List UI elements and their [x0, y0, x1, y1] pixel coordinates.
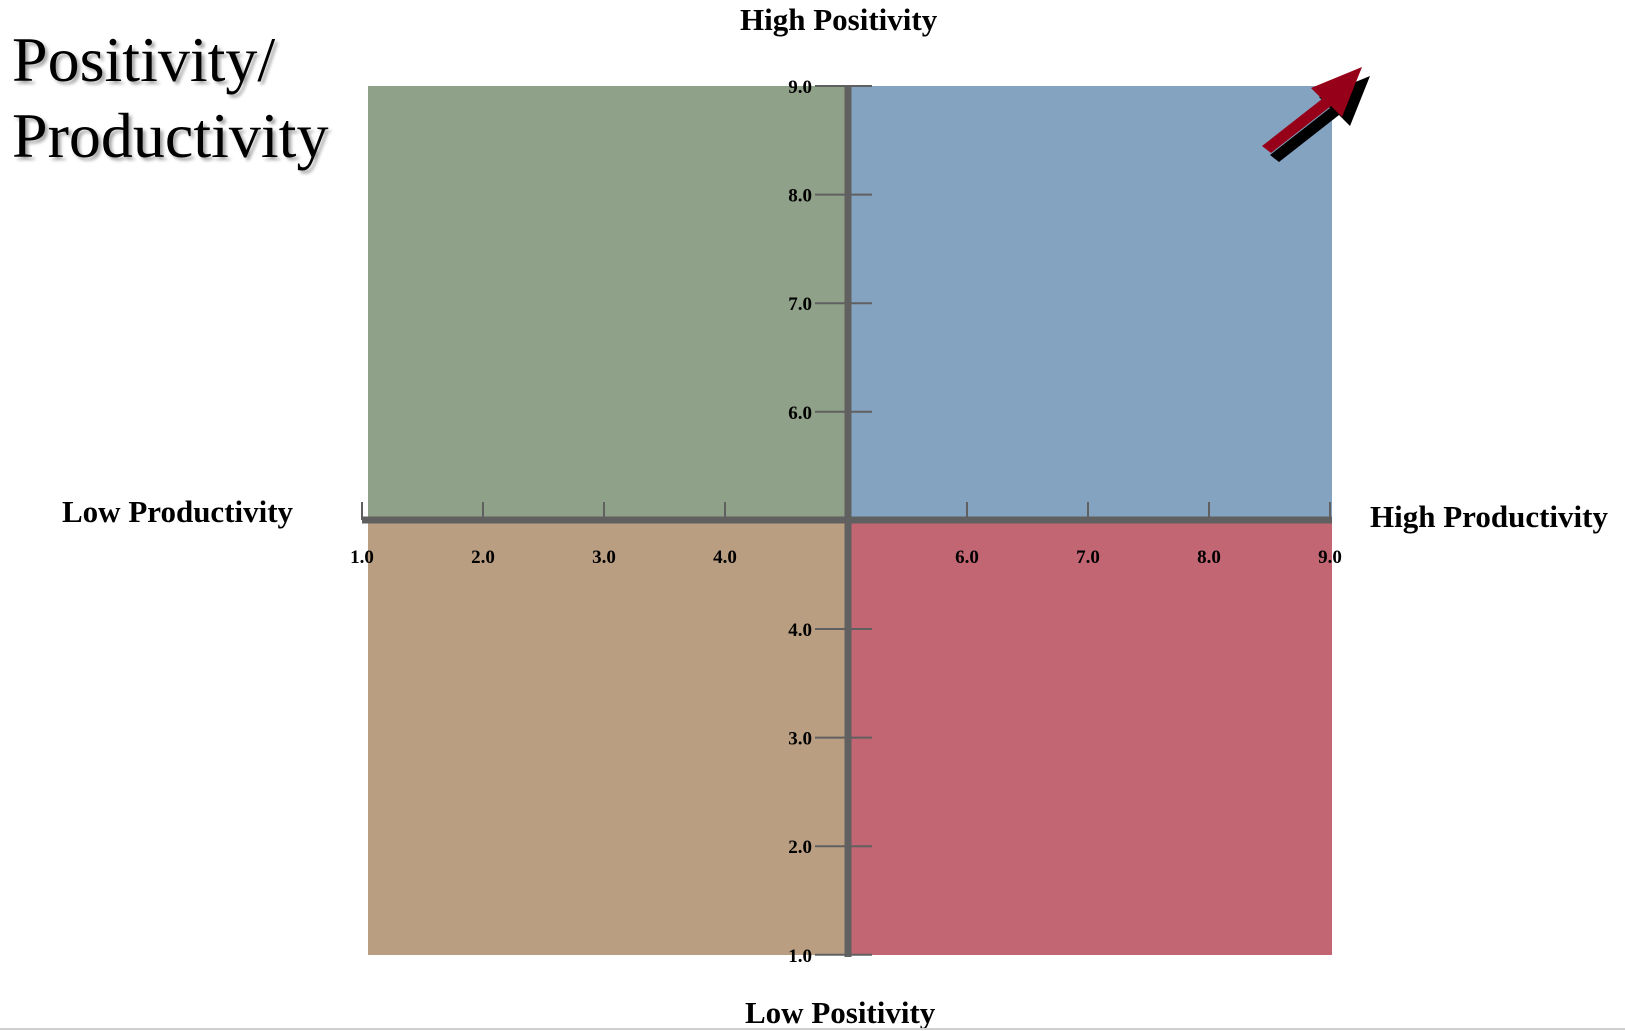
quadrant-top-left	[368, 86, 848, 520]
quadrant-bottom-left	[368, 520, 848, 955]
arrow-up-right-icon	[1262, 67, 1370, 162]
x-tick-label: 9.0	[1318, 547, 1342, 568]
slide-title: Positivity/ Productivity	[12, 22, 328, 174]
low-positivity-label: Low Positivity	[745, 995, 936, 1030]
y-tick-label: 7.0	[788, 294, 812, 315]
x-tick-label: 7.0	[1076, 547, 1100, 568]
x-tick-label: 4.0	[713, 547, 737, 568]
y-axis-ticks: 9.0 8.0 7.0 6.0 4.0 3.0 2.0 1.0	[788, 77, 872, 967]
x-tick-label: 3.0	[592, 547, 616, 568]
quadrant-bottom-right	[848, 520, 1332, 955]
y-tick-label: 9.0	[788, 77, 812, 98]
y-tick-label: 3.0	[788, 729, 812, 750]
high-positivity-label: High Positivity	[740, 2, 938, 37]
y-tick-label: 8.0	[788, 186, 812, 207]
quadrant-top-right	[848, 86, 1332, 520]
title-line-2: Productivity	[12, 100, 329, 171]
x-tick-label: 2.0	[471, 547, 495, 568]
y-tick-label: 2.0	[788, 837, 812, 858]
high-productivity-label: High Productivity	[1370, 499, 1608, 534]
low-productivity-label: Low Productivity	[62, 494, 294, 529]
bottom-divider	[0, 1028, 1625, 1030]
y-tick-label: 6.0	[788, 403, 812, 424]
x-axis-ticks: 1.0 2.0 3.0 4.0 6.0 7.0 8.0 9.0	[350, 502, 1342, 568]
x-tick-label: 6.0	[955, 547, 979, 568]
y-tick-label: 4.0	[788, 620, 812, 641]
x-tick-label: 1.0	[350, 547, 374, 568]
x-tick-label: 8.0	[1197, 547, 1221, 568]
title-line-1: Positivity/	[12, 24, 276, 95]
y-tick-label: 1.0	[788, 946, 812, 967]
